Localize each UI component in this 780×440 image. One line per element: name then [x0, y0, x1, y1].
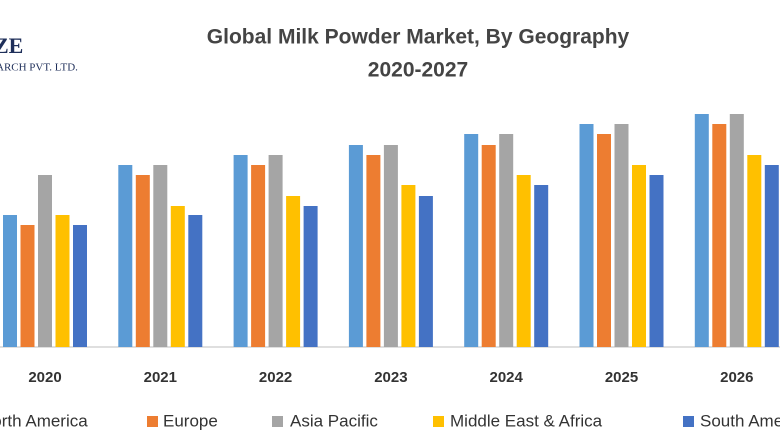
legend-swatch — [433, 416, 444, 427]
x-tick-label: 2021 — [144, 369, 177, 386]
x-tick-label: 2025 — [605, 369, 638, 386]
bar — [3, 215, 17, 347]
logo-tagline: ARCH PVT. LTD. — [0, 62, 78, 74]
bar — [383, 145, 398, 347]
chart-subtitle: 2020-2027 — [368, 59, 468, 82]
bar — [649, 175, 664, 347]
bar — [516, 175, 531, 347]
legend-label: North America — [0, 411, 88, 430]
bar — [534, 185, 549, 347]
bar — [268, 155, 283, 347]
bar — [286, 196, 301, 347]
bar — [579, 124, 594, 347]
legend-swatch — [147, 416, 158, 427]
bar — [729, 114, 744, 347]
x-tick-label: 2024 — [490, 369, 524, 386]
bar — [55, 215, 70, 347]
legend-swatch — [272, 416, 283, 427]
bar — [170, 206, 185, 347]
bar — [38, 175, 52, 347]
bar — [153, 165, 168, 347]
bar — [401, 185, 416, 347]
bar — [694, 114, 709, 347]
x-tick-label: 2026 — [720, 369, 753, 386]
legend-label: Europe — [163, 411, 218, 430]
x-tick-label: 2022 — [259, 369, 292, 386]
x-tick-label: 2020 — [28, 369, 61, 386]
logo-name: ZE — [0, 33, 23, 58]
bar — [118, 165, 133, 347]
bar — [366, 155, 381, 347]
bar — [233, 155, 248, 347]
bar — [481, 145, 496, 347]
bar — [764, 165, 779, 347]
bar — [188, 215, 203, 347]
bar — [135, 175, 150, 347]
x-tick-label: 2023 — [374, 369, 407, 386]
bar — [73, 225, 87, 347]
bar — [464, 134, 479, 347]
bar — [632, 165, 646, 347]
legend-label: Middle East & Africa — [450, 411, 603, 430]
legend-swatch — [683, 416, 694, 427]
chart-title: Global Milk Powder Market, By Geography — [207, 26, 630, 49]
bar — [20, 225, 35, 347]
bar — [712, 124, 727, 347]
bar — [597, 134, 611, 347]
bar — [499, 134, 514, 347]
bar — [614, 124, 629, 347]
legend-label: Asia Pacific — [290, 411, 378, 430]
bar — [418, 196, 433, 347]
bar — [747, 155, 762, 347]
legend-label: South America — [700, 411, 780, 430]
bar — [251, 165, 266, 347]
bar — [303, 206, 318, 347]
bar — [348, 145, 363, 347]
